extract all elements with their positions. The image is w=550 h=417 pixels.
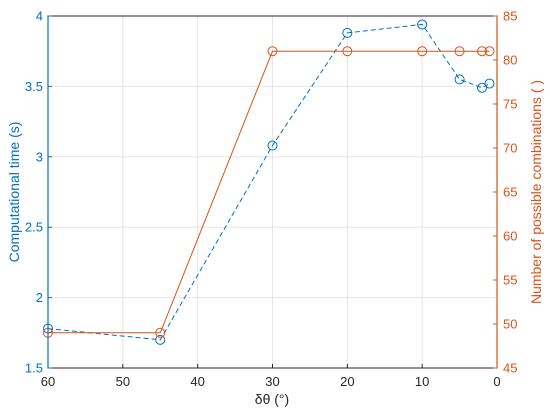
series-line-left [47, 23, 490, 341]
y-left-tick-label: 4 [36, 9, 43, 24]
y-left-axis-label: Computational time (s) [6, 122, 22, 263]
x-tick-label: 60 [41, 374, 55, 389]
series-point-right [155, 327, 166, 338]
x-tick-label: 40 [190, 374, 204, 389]
y-right-tick-label: 85 [503, 9, 517, 24]
y-right-tick-label: 80 [503, 53, 517, 68]
y-right-tick-label: 45 [503, 361, 517, 376]
series-line-right [48, 50, 490, 334]
series-point-left [155, 334, 166, 345]
y-right-axis-label: Number of possible combinations ( ) [528, 80, 544, 304]
y-right-tick-label: 55 [503, 273, 517, 288]
y-left-tick-label: 3.5 [25, 79, 43, 94]
x-tick-label: 0 [493, 374, 500, 389]
y-left-tick-label: 3 [36, 149, 43, 164]
series-point-right [477, 46, 488, 57]
x-tick-label: 20 [340, 374, 354, 389]
y-right-tick-label: 65 [503, 185, 517, 200]
series-point-left [477, 82, 488, 93]
x-tick-label: 30 [265, 374, 279, 389]
x-tick-label: 50 [116, 374, 130, 389]
series-point-left [417, 19, 428, 30]
series-point-left [484, 78, 495, 89]
y-right-tick-label: 60 [503, 229, 517, 244]
series-point-left [267, 140, 278, 151]
y-right-tick-label: 50 [503, 317, 517, 332]
series-point-right [342, 46, 353, 57]
series-point-right [417, 46, 428, 57]
y-left-tick-label: 1.5 [25, 361, 43, 376]
series-layer [43, 19, 495, 345]
series-point-right [267, 46, 278, 57]
x-axis-label: δθ (°) [255, 391, 289, 407]
series-point-left [342, 27, 353, 38]
series-point-right [484, 46, 495, 57]
series-point-right [454, 46, 465, 57]
grid-lines [47, 15, 498, 369]
y-right-tick-label: 70 [503, 141, 517, 156]
y-left-tick-label: 2.5 [25, 220, 43, 235]
y-left-tick-label: 2 [36, 290, 43, 305]
series-point-left [454, 74, 465, 85]
y-right-tick-label: 75 [503, 97, 517, 112]
axes: 60 50 40 30 20 10 0 1.5 2 2.5 3 3.5 4 45 50 55 60 65 70 75 8… [25, 9, 518, 390]
x-tick-label: 10 [415, 374, 429, 389]
